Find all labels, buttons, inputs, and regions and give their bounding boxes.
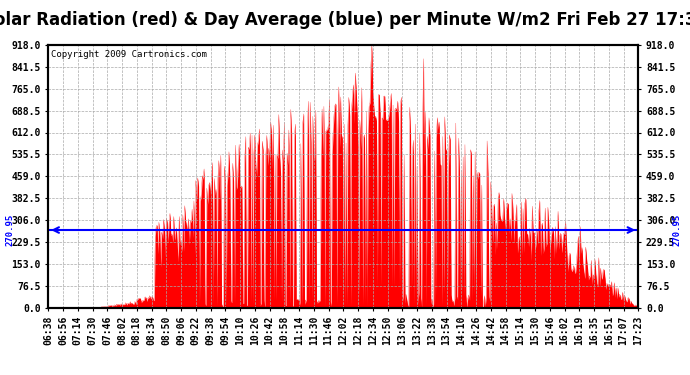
Text: Solar Radiation (red) & Day Average (blue) per Minute W/m2 Fri Feb 27 17:35: Solar Radiation (red) & Day Average (blu… xyxy=(0,11,690,29)
Text: 270.95: 270.95 xyxy=(6,214,14,246)
Text: 270.95: 270.95 xyxy=(672,214,681,246)
Text: Copyright 2009 Cartronics.com: Copyright 2009 Cartronics.com xyxy=(51,50,207,59)
